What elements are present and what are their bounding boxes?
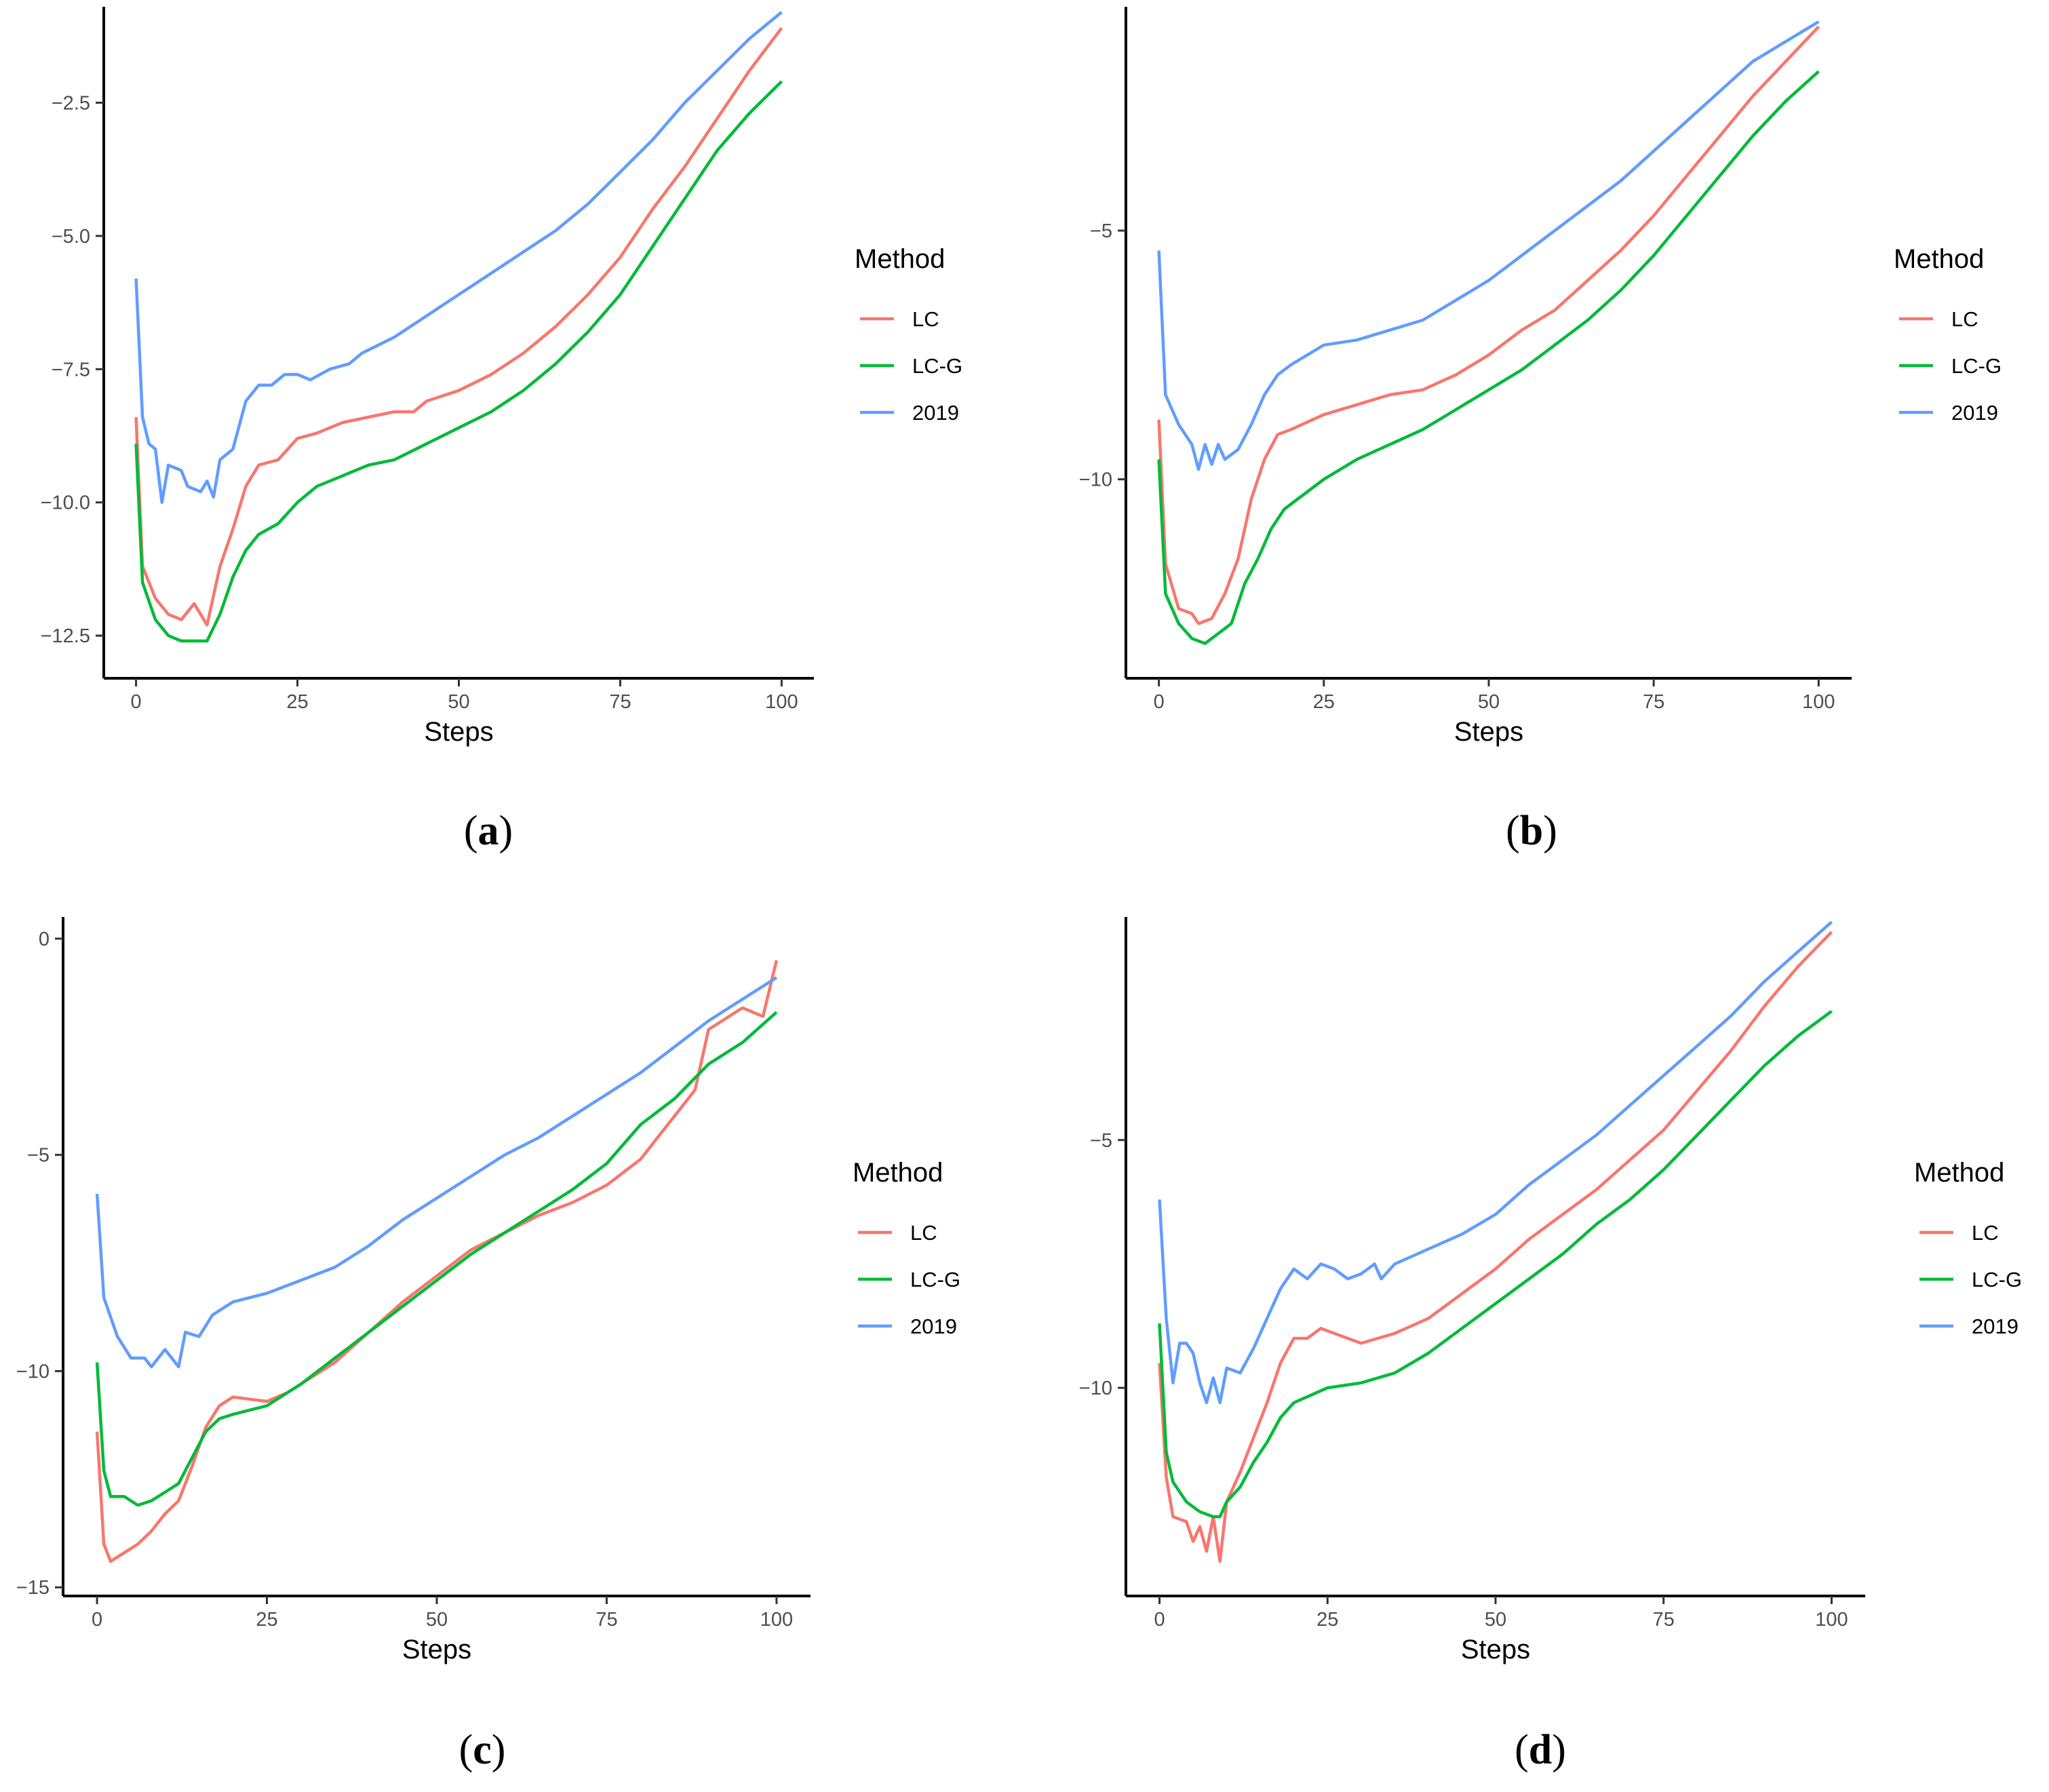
caption-a-letter: a [477, 808, 499, 854]
x-tick-label: 50 [426, 1609, 448, 1631]
legend-label-lc: LC [1951, 307, 1978, 331]
x-tick-label: 25 [286, 691, 308, 713]
legend-title: Method [853, 1158, 943, 1188]
series-line-2019 [134, 11, 783, 504]
legend-label-2019: 2019 [1951, 401, 1998, 425]
x-axis-title: Steps [1461, 1635, 1530, 1664]
caption-b: (b) [1506, 808, 1557, 854]
y-tick-label: 0 [39, 929, 50, 950]
legend-title: Method [1894, 244, 1984, 274]
x-tick-label: 75 [596, 1609, 617, 1631]
x-tick-label: 100 [1815, 1609, 1848, 1631]
y-tick-label: −10 [1079, 469, 1112, 491]
chart-panel-a: 0 25 50 75 100 −12.5 −10.0 −7.5 −5.0 −2.5 Steps Met… [41, 7, 962, 747]
series-line-lc-g [134, 80, 783, 643]
legend-label-lc: LC [910, 1221, 937, 1245]
x-tick-label: 25 [1316, 1609, 1338, 1631]
x-tick-label: 25 [256, 1609, 277, 1631]
chart-panel-b: 0 25 50 75 100 −10 −5 Steps Method LC LC-G 2019 [1079, 7, 2002, 747]
y-tick-label: −5 [1090, 1130, 1112, 1152]
legend-label-2019: 2019 [1972, 1314, 2018, 1338]
x-tick-label: 75 [1643, 691, 1664, 713]
x-tick-label: 25 [1313, 691, 1335, 713]
series-line-lc-g [95, 1011, 778, 1507]
caption-d: (d) [1515, 1727, 1566, 1773]
x-tick-label: 0 [92, 1609, 102, 1631]
legend-label-lc-g: LC-G [1951, 354, 2002, 378]
legend-label-lc: LC [1972, 1221, 1999, 1245]
series-line-2019 [1158, 920, 1833, 1405]
y-tick-label: −5.0 [52, 226, 90, 248]
x-axis-title: Steps [402, 1635, 471, 1664]
caption-c: (c) [458, 1727, 506, 1773]
legend-label-lc-g: LC-G [1972, 1268, 2022, 1291]
legend-label-lc: LC [912, 307, 939, 331]
legend-title: Method [855, 244, 945, 274]
series-line-lc [134, 27, 783, 627]
y-tick-label: −10.0 [41, 492, 90, 514]
legend-label-2019: 2019 [912, 401, 959, 425]
x-tick-label: 0 [1154, 691, 1165, 713]
y-tick-label: −10 [1079, 1378, 1112, 1399]
x-tick-label: 0 [1154, 1609, 1165, 1631]
series-line-2019 [1157, 20, 1820, 471]
chart-panel-c: 0 25 50 75 100 −15 −10 −5 0 Steps Method LC LC-G 2019 [16, 917, 960, 1664]
y-tick-label: −15 [16, 1577, 50, 1599]
y-tick-label: −7.5 [52, 359, 90, 381]
series-line-2019 [95, 976, 778, 1369]
x-tick-label: 75 [1653, 1609, 1675, 1631]
x-tick-label: 75 [609, 691, 631, 713]
legend-label-lc-g: LC-G [910, 1268, 960, 1291]
series-line-lc [1157, 25, 1820, 625]
legend-label-2019: 2019 [910, 1314, 957, 1338]
series-line-lc [1158, 931, 1833, 1563]
chart-panel-d: 0 25 50 75 100 −10 −5 Steps Method LC LC-G 2019 [1079, 917, 2022, 1664]
x-axis-title: Steps [1454, 717, 1523, 747]
series-line-lc-g [1158, 1009, 1833, 1519]
series-line-lc [95, 960, 779, 1563]
series-line-lc-g [1157, 70, 1820, 645]
x-tick-label: 50 [1485, 1609, 1506, 1631]
y-tick-label: −2.5 [52, 92, 90, 114]
legend-title: Method [1914, 1158, 2004, 1188]
y-tick-label: −10 [16, 1361, 50, 1382]
y-tick-label: −12.5 [41, 625, 90, 647]
legend-label-lc-g: LC-G [912, 354, 962, 378]
y-tick-label: −5 [27, 1145, 50, 1167]
caption-b-letter: b [1519, 808, 1544, 854]
x-tick-label: 100 [765, 691, 798, 713]
x-tick-label: 100 [760, 1609, 793, 1631]
caption-a: (a) [463, 808, 513, 854]
x-axis-title: Steps [424, 717, 493, 747]
y-tick-label: −5 [1090, 220, 1112, 242]
x-tick-label: 50 [1478, 691, 1500, 713]
x-tick-label: 0 [131, 691, 142, 713]
caption-d-letter: d [1528, 1727, 1553, 1773]
caption-c-letter: c [473, 1727, 492, 1773]
x-tick-label: 100 [1802, 691, 1835, 713]
x-tick-label: 50 [448, 691, 469, 713]
